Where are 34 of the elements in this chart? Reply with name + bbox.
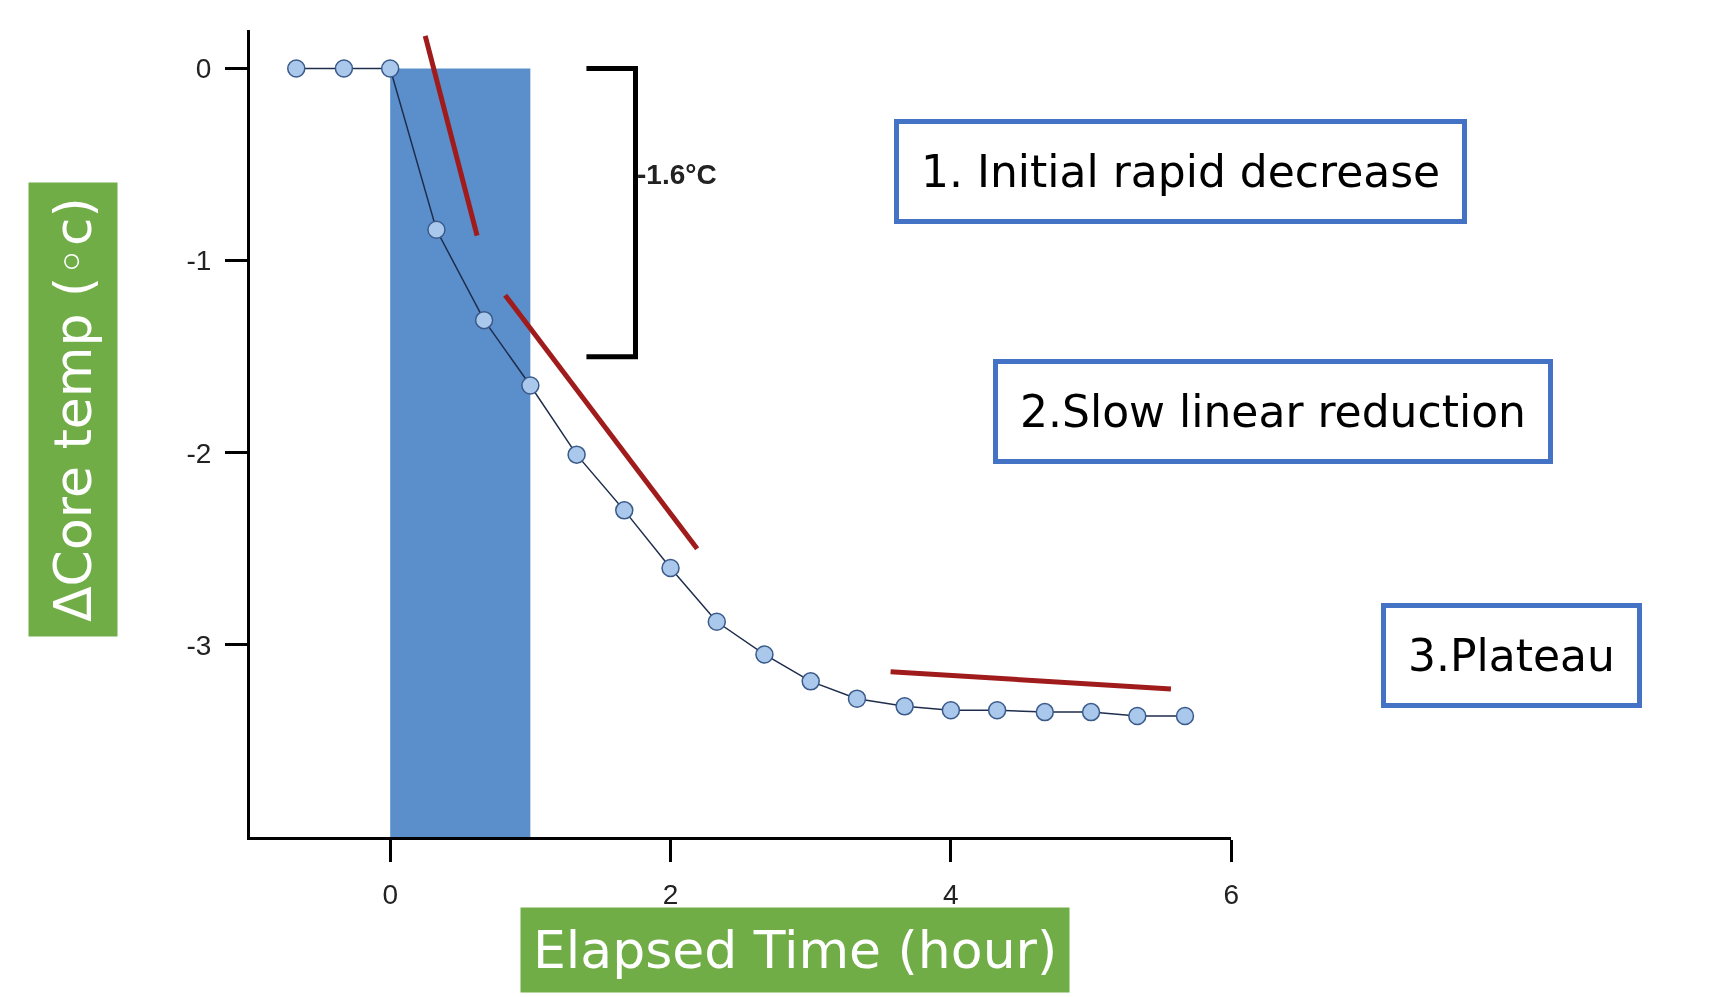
x-tick-label: 4 xyxy=(943,878,959,910)
y-tick-label: -2 xyxy=(186,437,212,469)
y-tick-label: -3 xyxy=(186,629,212,661)
y-axis-title: ΔCore temp (◦c) xyxy=(43,197,103,622)
point xyxy=(847,689,867,708)
point xyxy=(1035,702,1055,722)
point xyxy=(521,376,540,395)
annotation: -1.6°C xyxy=(637,159,717,190)
point xyxy=(895,697,914,716)
point xyxy=(287,59,306,78)
point xyxy=(987,700,1007,720)
text: 3.Plateau xyxy=(1408,630,1615,681)
point xyxy=(801,672,820,691)
point xyxy=(1128,706,1147,726)
x-tick-label: 0 xyxy=(382,878,398,910)
point xyxy=(707,612,727,632)
point xyxy=(427,220,446,240)
y-tick-label: -1 xyxy=(186,245,212,277)
point xyxy=(334,59,354,78)
annotation: 1. Initial rapid decrease xyxy=(921,146,1441,197)
point xyxy=(1175,706,1195,726)
point xyxy=(661,558,680,578)
annotation: 2.Slow linear reduction xyxy=(1020,386,1526,437)
point xyxy=(380,59,400,78)
point xyxy=(567,445,586,464)
point xyxy=(1081,702,1101,722)
x-tick-label: 2 xyxy=(662,878,679,910)
point xyxy=(474,310,494,330)
point xyxy=(615,501,634,520)
y-tick-label: 0 xyxy=(195,53,212,85)
x-axis-title: Elapsed Time (hour) xyxy=(533,920,1058,980)
point xyxy=(755,645,774,664)
x-tick-label: 6 xyxy=(1223,878,1240,910)
point xyxy=(941,700,961,720)
